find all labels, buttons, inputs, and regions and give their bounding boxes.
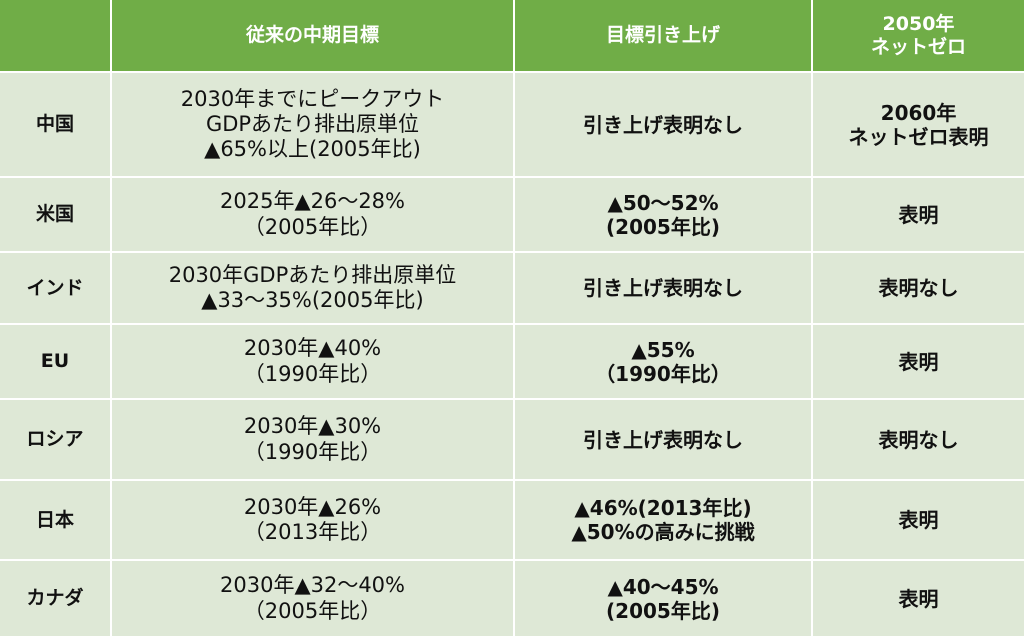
raised-line: 引き上げ表明なし <box>583 112 743 137</box>
country-label: インド <box>26 276 84 299</box>
row-china-netzero: 2060年 ネットゼロ表明 <box>813 73 1024 178</box>
row-usa-country: 米国 <box>0 178 112 253</box>
country-label: 日本 <box>35 508 74 531</box>
netzero-line: 表明なし <box>878 276 959 300</box>
row-india-raised: 引き上げ表明なし <box>515 253 813 325</box>
country-label: ロシア <box>26 428 84 451</box>
previous-line: 2030年▲32～40% <box>220 573 405 598</box>
row-usa-previous: 2025年▲26～28% （2005年比） <box>112 178 515 253</box>
row-china-previous: 2030年までにピークアウト GDPあたり排出原単位 ▲65%以上(2005年比… <box>112 73 515 178</box>
raised-line: 引き上げ表明なし <box>583 276 743 300</box>
header-previous-target-label: 従来の中期目標 <box>245 24 379 47</box>
row-eu-country: EU <box>0 325 112 400</box>
previous-line: （2005年比） <box>243 214 382 239</box>
header-previous-target: 従来の中期目標 <box>112 0 515 73</box>
previous-line: （2005年比） <box>243 598 382 623</box>
row-japan-raised: ▲46%(2013年比) ▲50%の高みに挑戦 <box>515 481 813 561</box>
raised-line: （1990年比） <box>595 361 731 386</box>
previous-line: （1990年比） <box>243 439 382 464</box>
previous-line: 2030年▲26% <box>243 494 382 519</box>
netzero-line: 表明なし <box>878 427 959 452</box>
header-country-cell <box>0 0 112 73</box>
previous-line: （2013年比） <box>243 520 382 544</box>
header-raised-target-label: 目標引き上げ <box>605 24 720 47</box>
row-eu-netzero: 表明 <box>813 325 1024 400</box>
row-china-raised: 引き上げ表明なし <box>515 73 813 178</box>
header-raised-target: 目標引き上げ <box>515 0 813 73</box>
row-usa-raised: ▲50～52% (2005年比) <box>515 178 813 253</box>
raised-line: ▲40～45% <box>607 574 719 599</box>
row-usa-netzero: 表明 <box>813 178 1024 253</box>
raised-line: ▲55% <box>631 337 695 362</box>
header-netzero-line: ネットゼロ <box>870 35 966 58</box>
row-india-previous: 2030年GDPあたり排出原単位 ▲33～35%(2005年比) <box>112 253 515 325</box>
row-japan-previous: 2030年▲26% （2013年比） <box>112 481 515 561</box>
country-label: 中国 <box>35 113 74 136</box>
row-russia-country: ロシア <box>0 400 112 481</box>
row-russia-previous: 2030年▲30% （1990年比） <box>112 400 515 481</box>
row-russia-netzero: 表明なし <box>813 400 1024 481</box>
row-canada-previous: 2030年▲32～40% （2005年比） <box>112 561 515 638</box>
previous-line: ▲65%以上(2005年比) <box>204 137 421 162</box>
country-label: カナダ <box>26 587 84 610</box>
previous-line: 2030年までにピークアウト <box>180 86 445 111</box>
header-netzero-line: 2050年 <box>882 12 955 35</box>
netzero-line: 表明 <box>898 508 939 532</box>
previous-line: GDPあたり排出原単位 <box>205 111 420 136</box>
netzero-line: 表明 <box>898 586 939 611</box>
previous-line: 2030年GDPあたり排出原単位 <box>168 262 457 287</box>
row-canada-raised: ▲40～45% (2005年比) <box>515 561 813 638</box>
netzero-line: ネットゼロ表明 <box>848 124 989 149</box>
row-china-country: 中国 <box>0 73 112 178</box>
row-canada-netzero: 表明 <box>813 561 1024 638</box>
raised-line: ▲50～52% <box>607 190 719 215</box>
raised-line: (2005年比) <box>606 214 720 239</box>
netzero-line: 2060年 <box>880 100 957 125</box>
row-japan-country: 日本 <box>0 481 112 561</box>
row-japan-netzero: 表明 <box>813 481 1024 561</box>
header-netzero: 2050年 ネットゼロ <box>813 0 1024 73</box>
country-label: EU <box>40 350 70 373</box>
row-russia-raised: 引き上げ表明なし <box>515 400 813 481</box>
previous-line: 2025年▲26～28% <box>220 189 405 214</box>
row-india-country: インド <box>0 253 112 325</box>
raised-line: (2005年比) <box>606 598 720 623</box>
raised-line: ▲50%の高みに挑戦 <box>571 520 755 544</box>
country-label: 米国 <box>35 203 74 226</box>
row-eu-previous: 2030年▲40% （1990年比） <box>112 325 515 400</box>
netzero-line: 表明 <box>898 202 939 227</box>
row-india-netzero: 表明なし <box>813 253 1024 325</box>
previous-line: 2030年▲40% <box>243 336 382 361</box>
row-eu-raised: ▲55% （1990年比） <box>515 325 813 400</box>
raised-line: ▲46%(2013年比) <box>574 496 752 520</box>
row-canada-country: カナダ <box>0 561 112 638</box>
netzero-line: 表明 <box>898 349 939 374</box>
previous-line: （1990年比） <box>243 361 382 386</box>
previous-line: ▲33～35%(2005年比) <box>201 288 424 312</box>
raised-line: 引き上げ表明なし <box>583 427 743 452</box>
previous-line: 2030年▲30% <box>243 414 382 439</box>
